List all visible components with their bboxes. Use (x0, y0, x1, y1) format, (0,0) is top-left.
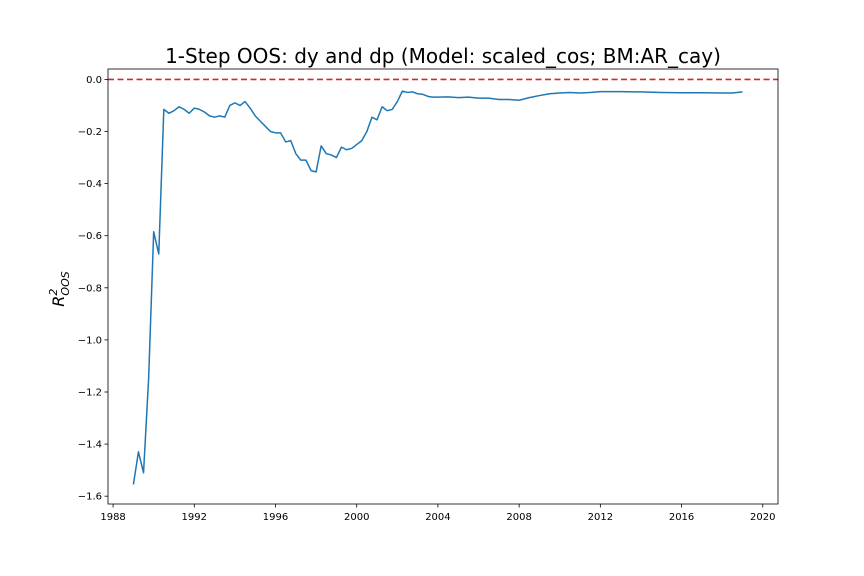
x-tick-label: 2020 (750, 512, 775, 523)
y-axis-label: R2OOS (47, 271, 72, 306)
x-tick-label: 2012 (588, 512, 613, 523)
chart-title: 1-Step OOS: dy and dp (Model: scaled_cos… (165, 44, 721, 68)
y-tick-label: −0.6 (78, 231, 102, 242)
y-tick-label: −1.6 (78, 492, 102, 503)
axes-frame (107, 68, 779, 505)
x-tick-label: 1992 (182, 512, 207, 523)
y-tick-label: −0.4 (78, 179, 102, 190)
x-tick-label: 2008 (506, 512, 531, 523)
x-tick-label: 1988 (100, 512, 125, 523)
x-tick-label: 2004 (425, 512, 450, 523)
y-tick-label: −0.2 (78, 127, 102, 138)
y-tick-label: −0.8 (78, 283, 102, 294)
y-axis-label-superscript: 2 (47, 289, 60, 296)
y-tick-label: −1.2 (78, 387, 102, 398)
x-tick-label: 2000 (344, 512, 369, 523)
y-axis-label-subscript: OOS (59, 271, 72, 295)
svg-text:R2OOS: R2OOS (47, 271, 72, 306)
y-tick-label: −1.0 (78, 335, 102, 346)
x-tick-label: 2016 (669, 512, 694, 523)
series-line-0 (132, 90, 743, 485)
y-tick-label: −1.4 (78, 440, 102, 451)
plot-area: 1988 1992 1996 2000 2004 2008 2012 2016 2020 0.0 −… (78, 68, 779, 523)
y-tick-label: 0.0 (86, 75, 102, 86)
y-axis-label-base: R (49, 296, 68, 307)
x-tick-label: 1996 (263, 512, 288, 523)
